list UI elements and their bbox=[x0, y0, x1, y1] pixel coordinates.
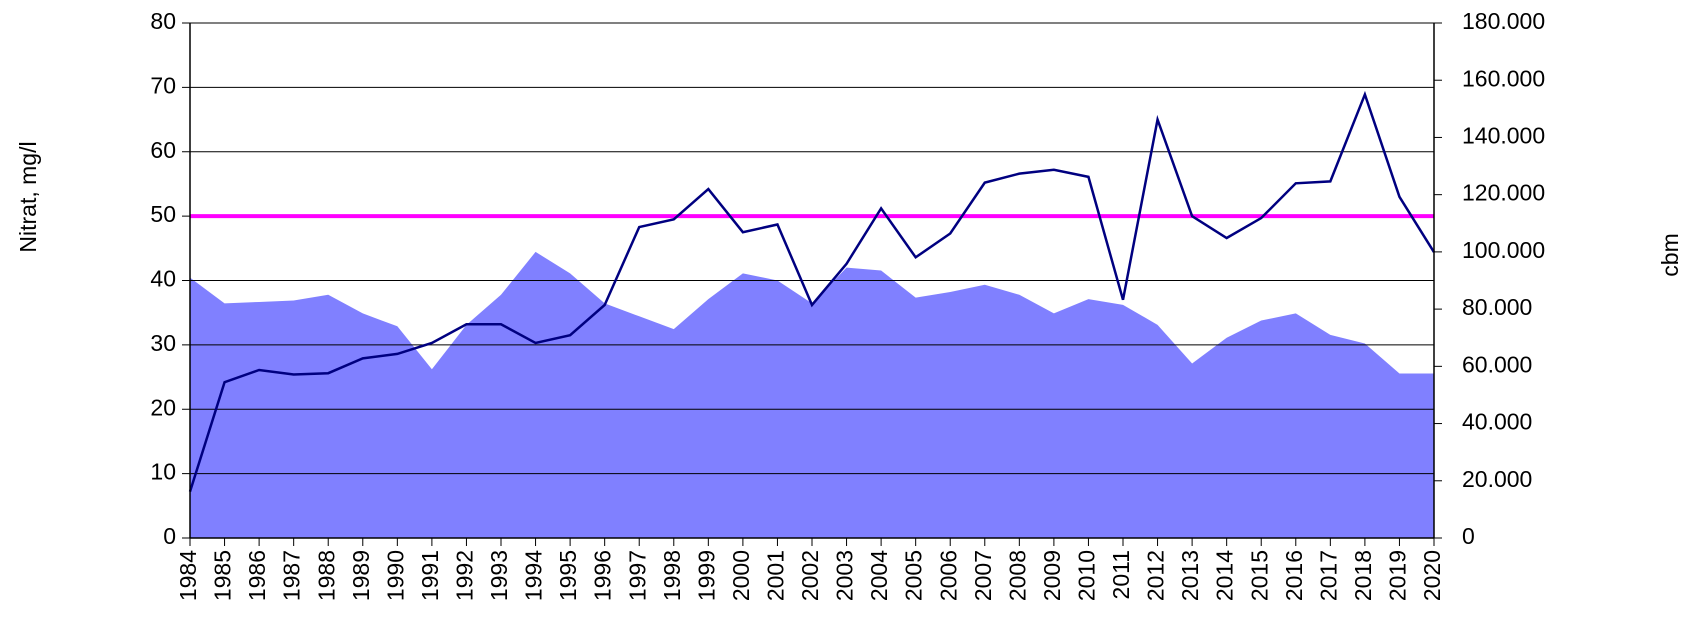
x-tick-label: 1985 bbox=[210, 550, 236, 601]
x-tick-label: 2014 bbox=[1212, 550, 1238, 601]
y2-tick-label: 40.000 bbox=[1462, 409, 1532, 435]
x-tick-label: 2013 bbox=[1177, 550, 1203, 601]
x-tick-label: 2008 bbox=[1004, 550, 1030, 601]
x-tick-label: 2004 bbox=[866, 550, 892, 601]
x-tick-label: 2016 bbox=[1281, 550, 1307, 601]
x-tick-label: 1990 bbox=[382, 550, 408, 601]
x-tick-label: 2019 bbox=[1385, 550, 1411, 601]
x-tick-label: 1996 bbox=[590, 550, 616, 601]
y2-tick-label: 20.000 bbox=[1462, 466, 1532, 492]
y2-axis-title: cbm bbox=[1657, 233, 1683, 276]
y2-tick-label: 100.000 bbox=[1462, 237, 1545, 263]
x-tick-label: 1992 bbox=[452, 550, 478, 601]
x-tick-label: 2009 bbox=[1039, 550, 1065, 601]
x-tick-label: 1987 bbox=[279, 550, 305, 601]
y-tick-label: 50 bbox=[150, 201, 176, 227]
y-tick-label: 10 bbox=[150, 459, 176, 485]
x-tick-label: 2007 bbox=[970, 550, 996, 601]
x-tick-label: 2018 bbox=[1350, 550, 1376, 601]
x-tick-label: 1989 bbox=[348, 550, 374, 601]
y2-tick-label: 0 bbox=[1462, 523, 1475, 549]
y-axis-title: Nitrat, mg/l bbox=[15, 141, 41, 252]
y2-tick-label: 80.000 bbox=[1462, 294, 1532, 320]
x-tick-label: 2005 bbox=[901, 550, 927, 601]
x-tick-label: 2010 bbox=[1074, 550, 1100, 601]
x-tick-label: 1998 bbox=[659, 550, 685, 601]
x-tick-label: 2020 bbox=[1419, 550, 1445, 601]
y-tick-label: 30 bbox=[150, 330, 176, 356]
x-tick-label: 1995 bbox=[555, 550, 581, 601]
x-tick-label: 2011 bbox=[1108, 550, 1134, 599]
area bbox=[190, 251, 1434, 538]
x-tick-label: 2006 bbox=[935, 550, 961, 601]
y2-tick-label: 180.000 bbox=[1462, 8, 1545, 34]
x-tick-label: 1994 bbox=[521, 550, 547, 601]
y-tick-label: 20 bbox=[150, 394, 176, 420]
y-tick-label: 40 bbox=[150, 266, 176, 292]
x-tick-label: 2015 bbox=[1246, 550, 1272, 601]
x-tick-label: 1997 bbox=[624, 550, 650, 601]
y2-tick-label: 60.000 bbox=[1462, 351, 1532, 377]
y2-tick-label: 140.000 bbox=[1462, 123, 1545, 149]
x-tick-label: 2002 bbox=[797, 550, 823, 601]
x-tick-label: 1984 bbox=[175, 550, 201, 601]
x-tick-label: 1993 bbox=[486, 550, 512, 601]
x-tick-label: 2012 bbox=[1143, 550, 1169, 601]
line bbox=[188, 90, 1436, 493]
x-tick-label: 2000 bbox=[728, 550, 754, 601]
y-tick-label: 0 bbox=[163, 523, 176, 549]
x-tick-label: 1991 bbox=[417, 550, 443, 601]
y2-tick-label: 160.000 bbox=[1462, 65, 1545, 91]
y-tick-label: 70 bbox=[150, 72, 176, 98]
x-tick-label: 2001 bbox=[763, 550, 789, 601]
x-tick-label: 1986 bbox=[244, 550, 270, 601]
x-tick-label: 2017 bbox=[1315, 550, 1341, 601]
y2-tick-label: 120.000 bbox=[1462, 180, 1545, 206]
y-tick-label: 60 bbox=[150, 137, 176, 163]
y-tick-label: 80 bbox=[150, 8, 176, 34]
x-tick-label: 1999 bbox=[693, 550, 719, 601]
x-tick-label: 1988 bbox=[313, 550, 339, 601]
x-tick-label: 2003 bbox=[832, 550, 858, 601]
